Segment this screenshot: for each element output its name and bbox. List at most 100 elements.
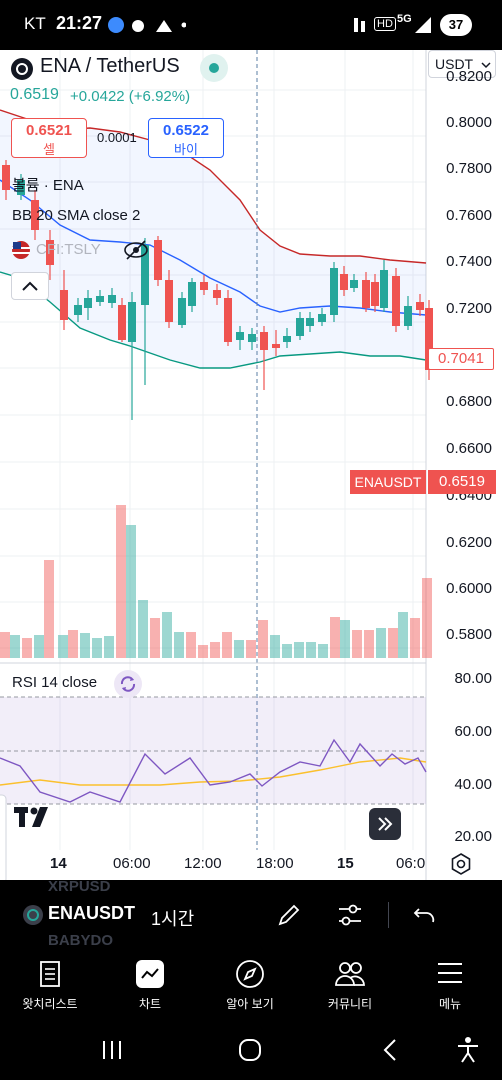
price-axis-label: 0.8000 <box>446 114 492 131</box>
volume-bar <box>68 630 78 658</box>
candle-body <box>188 282 196 306</box>
sell-button[interactable]: 0.6521 셀 <box>11 118 87 158</box>
currency-select[interactable]: USDT <box>428 50 496 78</box>
volume-bar <box>222 632 232 658</box>
volume-bar <box>330 617 340 658</box>
watchlist-icon <box>40 961 60 987</box>
interval-selector[interactable]: 1시간 <box>151 909 195 929</box>
back-icon[interactable] <box>380 1038 400 1062</box>
nav-watchlist[interactable]: 왓치리스트 <box>0 950 100 1030</box>
hidden-eye-icon[interactable] <box>123 239 149 261</box>
status-bar: KT 21:27 HD 5G 37 <box>0 0 502 50</box>
symbol-selector[interactable]: ENAUSDT <box>48 903 136 923</box>
double-chevron-right-icon <box>378 817 393 831</box>
undo-icon[interactable] <box>412 904 438 926</box>
symbol-title[interactable]: ENA / TetherUS <box>40 55 180 77</box>
home-icon[interactable] <box>238 1038 262 1062</box>
price-axis-label: 0.7600 <box>446 207 492 224</box>
candle-body <box>74 305 82 315</box>
volume-bar <box>398 612 408 658</box>
sell-price: 0.6521 <box>26 122 72 139</box>
nav-label: 왓치리스트 <box>22 997 78 1011</box>
volume-bar <box>162 612 172 658</box>
hd-badge: HD <box>374 17 396 31</box>
candle-body <box>330 268 338 315</box>
nav-label: 커뮤니티 <box>327 997 373 1011</box>
battery-indicator: 37 <box>440 14 472 36</box>
indicators-sliders-icon[interactable] <box>336 902 364 928</box>
bb-legend[interactable]: BB 20 SMA close 2 <box>12 207 141 224</box>
candle-body <box>392 276 400 326</box>
candle-body <box>17 180 25 195</box>
currency-label: USDT <box>435 56 474 72</box>
recent-apps-icon[interactable] <box>100 1038 124 1062</box>
candle-body <box>404 306 412 326</box>
signal-icon <box>415 17 431 33</box>
chart-icon <box>136 960 164 988</box>
volume-bar <box>150 618 160 658</box>
volume-bar <box>198 645 208 658</box>
compare-legend[interactable]: CFI:TSLY <box>36 241 101 258</box>
candle-body <box>200 282 208 290</box>
candle-body <box>362 280 370 308</box>
volume-bar <box>294 642 304 658</box>
rsi-refresh-button[interactable] <box>114 670 142 698</box>
chart-area[interactable]: ENA / TetherUS 0.6519 +0.0422 (+6.92%) 0… <box>0 50 502 880</box>
time-axis-label: 15 <box>337 855 354 872</box>
nav-label: 알아 보기 <box>226 997 274 1011</box>
candle-body <box>272 344 280 348</box>
scroll-to-realtime-button[interactable] <box>369 808 401 840</box>
buy-label: 바이 <box>174 142 198 157</box>
collapse-legend-button[interactable] <box>11 272 49 300</box>
candle-body <box>96 296 104 302</box>
volume-bar <box>174 632 184 658</box>
rsi-axis-label: 20.00 <box>454 828 492 845</box>
price-chart[interactable] <box>0 50 502 880</box>
nav-explore[interactable]: 알아 보기 <box>200 950 300 1030</box>
volume-bar <box>376 628 386 658</box>
accessibility-icon[interactable] <box>456 1036 480 1064</box>
candle-body <box>318 314 326 322</box>
time-axis-label: 18:00 <box>256 855 294 872</box>
volume-bar <box>138 600 148 658</box>
bb-value-marker: 0.7041 <box>428 348 494 370</box>
explore-icon <box>236 960 264 988</box>
notification-icons <box>108 17 186 33</box>
pencil-icon[interactable] <box>276 902 302 928</box>
nav-label: 차트 <box>138 997 162 1011</box>
spread-value: 0.0001 <box>97 130 137 145</box>
settings-gear-icon[interactable] <box>450 853 472 875</box>
chevron-up-icon <box>22 281 38 291</box>
volume-bar <box>58 635 68 658</box>
volume-legend[interactable]: 볼륨 · ENA <box>12 177 84 194</box>
candle-body <box>108 295 116 303</box>
nav-community[interactable]: 커뮤니티 <box>300 950 400 1030</box>
candle-body <box>118 305 126 340</box>
volume-bar <box>126 525 136 658</box>
candle-body <box>248 334 256 342</box>
time-axis-label: 12:00 <box>184 855 222 872</box>
ena-logo-icon <box>11 58 33 80</box>
buy-button[interactable]: 0.6522 바이 <box>148 118 224 158</box>
volume-bar <box>10 635 20 658</box>
volume-bar <box>92 638 102 658</box>
last-price: 0.6519 <box>10 86 59 103</box>
nav-menu[interactable]: 메뉴 <box>400 950 500 1030</box>
volume-bar <box>186 632 196 658</box>
candle-body <box>31 200 39 230</box>
refresh-icon <box>120 676 136 692</box>
clock: 21:27 <box>56 13 103 33</box>
rsi-axis-label: 60.00 <box>454 723 492 740</box>
price-axis-label: 0.7400 <box>446 253 492 270</box>
price-axis-label: 0.6200 <box>446 534 492 551</box>
nav-chart[interactable]: 차트 <box>100 950 200 1030</box>
volume-bar <box>306 642 316 658</box>
tradingview-logo-icon[interactable] <box>14 807 56 829</box>
menu-icon <box>438 963 462 983</box>
rsi-axis-label: 40.00 <box>454 776 492 793</box>
behind-symbol-bottom: BABYDO <box>48 932 114 949</box>
alarm-icon <box>354 18 365 32</box>
market-status-icon[interactable] <box>200 54 228 82</box>
rsi-legend[interactable]: RSI 14 close <box>12 674 98 691</box>
ena-logo-icon <box>23 905 43 925</box>
